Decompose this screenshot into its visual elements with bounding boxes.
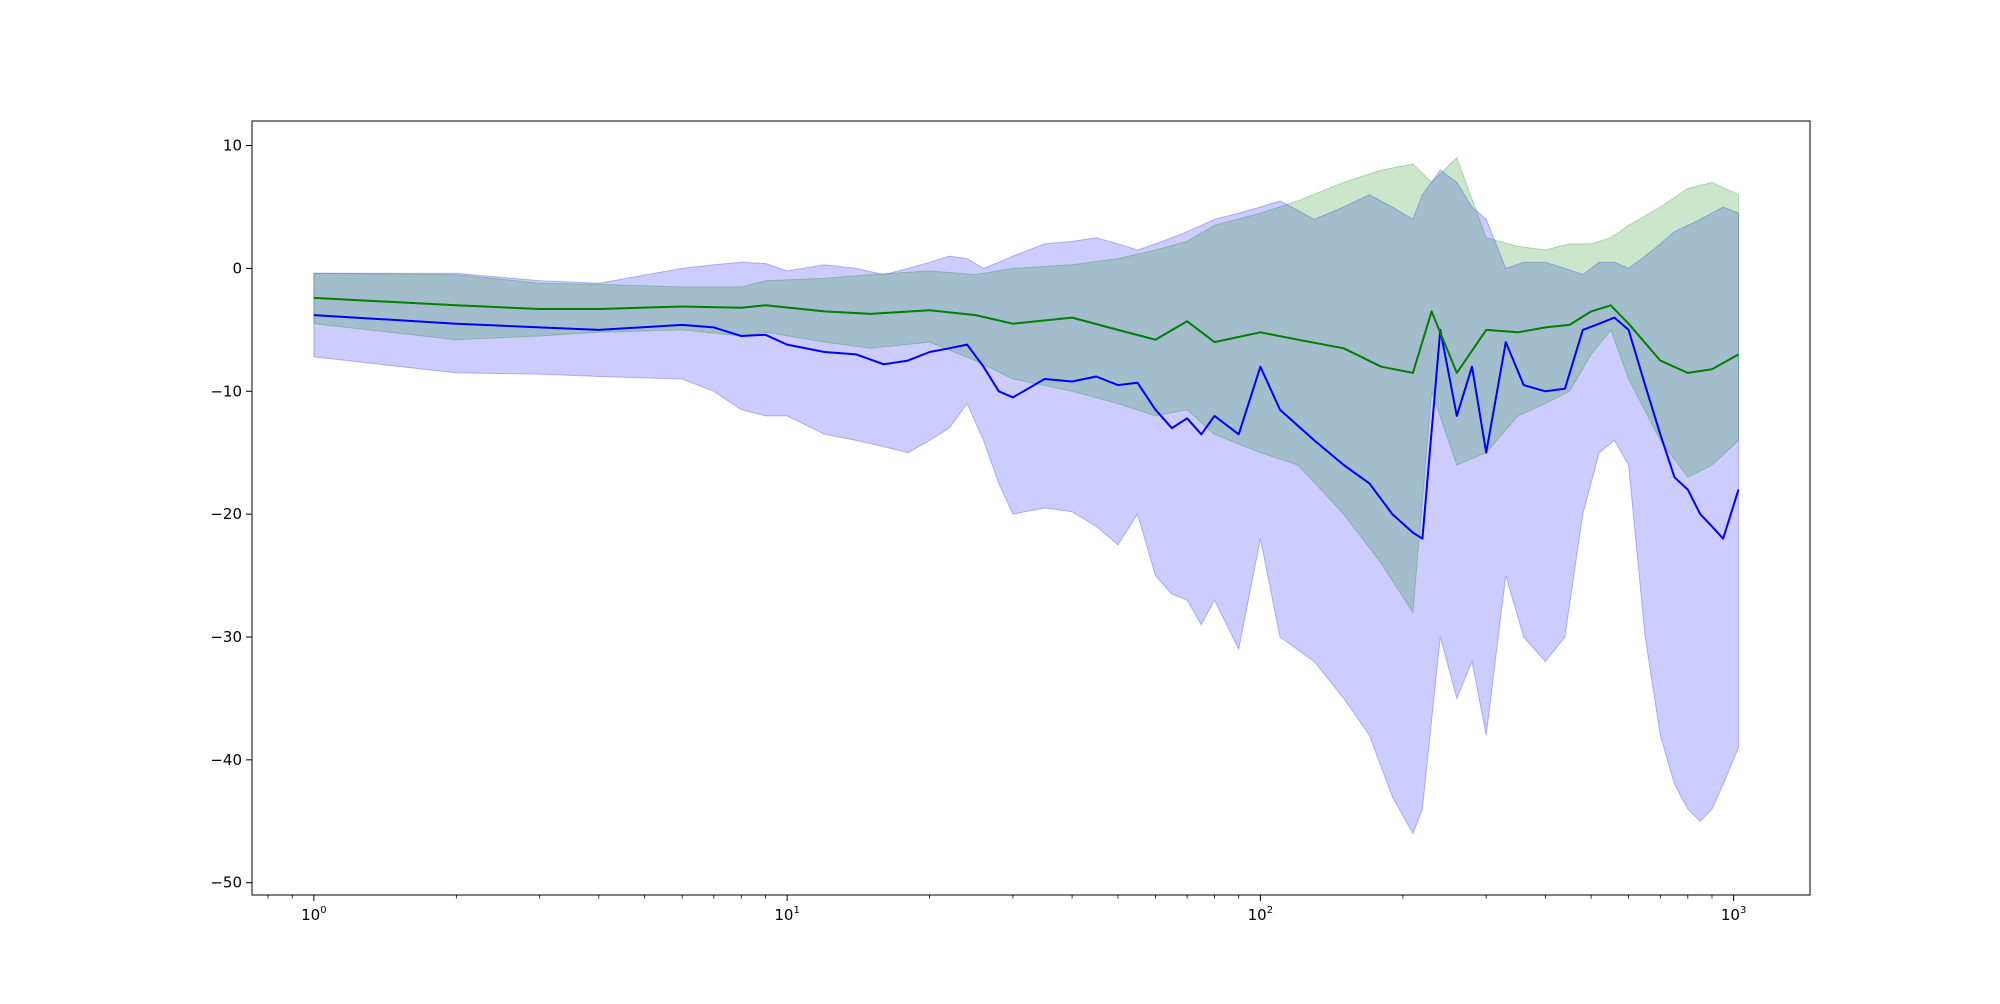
confidence-band-1 bbox=[313, 169, 1739, 835]
y-tick-label: −30 bbox=[210, 628, 242, 646]
plot-frame bbox=[251, 120, 1811, 896]
y-tick-label: 10 bbox=[223, 137, 242, 155]
bands-layer bbox=[313, 157, 1739, 835]
y-axis: 10 0 −10 −20 −30 −40 −50 bbox=[210, 137, 252, 892]
x-tick-exponent: 1 bbox=[793, 905, 799, 916]
confidence-band-0 bbox=[313, 157, 1739, 614]
y-tick-label: −10 bbox=[210, 382, 242, 400]
lines-layer bbox=[313, 296, 1740, 540]
x-tick-label: 102 bbox=[1248, 905, 1273, 924]
x-tick-label: 103 bbox=[1721, 905, 1746, 924]
y-tick-label: −20 bbox=[210, 505, 242, 523]
y-tick-label: −50 bbox=[210, 874, 242, 892]
y-tick-label: 0 bbox=[232, 259, 242, 277]
y-tick-label: −40 bbox=[210, 751, 242, 769]
x-axis: 100 101 102 103 bbox=[267, 895, 1746, 924]
series-line-0 bbox=[313, 296, 1739, 374]
x-tick-exponent: 0 bbox=[320, 905, 326, 916]
series-line-1 bbox=[313, 314, 1740, 540]
x-tick-exponent: 3 bbox=[1740, 905, 1746, 916]
x-tick-label: 101 bbox=[774, 905, 799, 924]
x-tick-label: 100 bbox=[301, 905, 326, 924]
x-tick-exponent: 2 bbox=[1267, 905, 1273, 916]
